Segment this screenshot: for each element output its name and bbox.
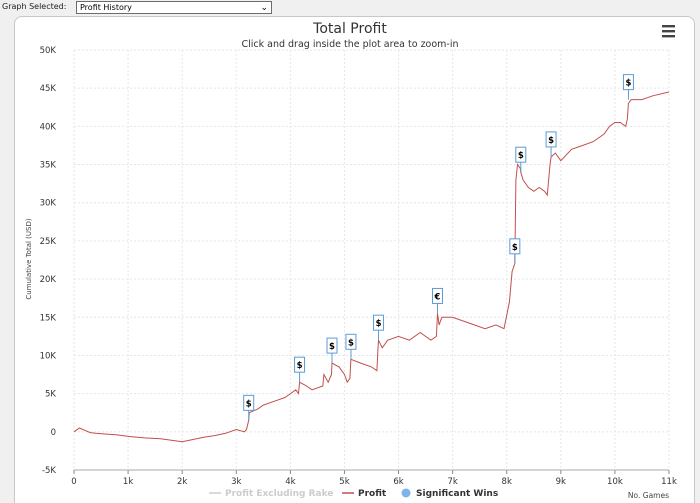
win-flag-label: $ (297, 361, 303, 371)
x-tick-label: 1k (123, 477, 133, 487)
y-tick-label: 40K (40, 122, 57, 132)
chart-panel (14, 16, 695, 503)
y-tick-label: -5K (42, 466, 56, 476)
win-flag-box (345, 333, 357, 350)
win-flag-box (243, 394, 255, 411)
significant-win-marker[interactable]: $ (622, 74, 634, 100)
legend: Profit Excluding Rake Profit Significant… (209, 488, 499, 500)
x-tick-label: 8k (502, 477, 512, 487)
y-tick-label: 25K (40, 237, 57, 247)
menu-icon[interactable] (662, 25, 675, 38)
significant-wins: $ $ $ $ $ € $ $ $ $ (243, 74, 634, 421)
win-flag-label: $ (246, 399, 252, 409)
win-flag-box (294, 356, 306, 373)
x-tick-label: 7k (447, 477, 457, 487)
x-tick-label: 5k (339, 477, 349, 487)
win-flag-label: € (434, 292, 441, 302)
significant-win-marker[interactable]: $ (373, 314, 385, 341)
y-tick-label: 15K (40, 313, 57, 323)
x-tick-label: 10k (607, 477, 623, 487)
significant-win-marker[interactable]: $ (545, 131, 557, 157)
significant-win-marker[interactable]: $ (509, 238, 521, 264)
x-axis-ticks: 0 1k 2k 3k 4k 5k 6k 7k 8k 9k 10k 11k (71, 469, 677, 487)
significant-win-marker[interactable]: $ (515, 146, 527, 173)
chart-subtitle: Click and drag inside the plot area to z… (241, 39, 458, 50)
x-axis-label: No. Games (628, 491, 669, 500)
grid-lines (73, 49, 670, 471)
win-flag-label: $ (548, 136, 554, 146)
y-tick-label: 45K (40, 84, 57, 94)
legend-label-excluding-rake: Profit Excluding Rake (225, 489, 333, 499)
y-axis-label: Cumulative Total (USD) (25, 218, 33, 299)
win-flag-box (622, 74, 634, 91)
x-tick-label: 4k (285, 477, 295, 487)
y-tick-label: 50K (40, 46, 57, 56)
legend-item-profit[interactable]: Profit (342, 489, 387, 499)
legend-label-profit: Profit (358, 489, 387, 499)
chart-title: Total Profit (312, 21, 387, 37)
win-flag-label: $ (329, 342, 335, 352)
win-flag-label: $ (518, 151, 524, 161)
win-flag-label: $ (512, 243, 518, 253)
significant-win-marker[interactable]: $ (294, 356, 306, 383)
graph-selected-label: Graph Selected: (2, 2, 67, 11)
graph-selector-bar: Graph Selected: Profit History ⌄ (0, 0, 700, 16)
significant-win-marker[interactable]: $ (326, 337, 338, 364)
win-flag-box (326, 337, 338, 354)
graph-select[interactable]: Profit History ⌄ (76, 1, 272, 14)
y-tick-label: 5K (45, 390, 56, 400)
y-axis-ticks: -5K 0 5K 10K 15K 20K 25K 30K 35K 40K 45K 50K (40, 46, 57, 476)
legend-item-excluding-rake[interactable]: Profit Excluding Rake (209, 489, 333, 499)
legend-item-significant-wins[interactable]: Significant Wins (401, 488, 499, 500)
x-tick-label: 0 (71, 477, 76, 487)
x-tick-label: 2k (177, 477, 187, 487)
chevron-down-icon: ⌄ (260, 3, 268, 13)
win-flag-box (515, 146, 527, 163)
x-tick-label: 3k (231, 477, 241, 487)
y-tick-label: 10K (40, 351, 57, 361)
graph-select-value: Profit History (80, 3, 132, 12)
win-flag-label: $ (625, 79, 631, 89)
profit-series-line (73, 91, 670, 443)
win-flag-box (545, 131, 557, 148)
x-tick-label: 9k (556, 477, 566, 487)
legend-label-significant-wins: Significant Wins (416, 489, 498, 499)
y-tick-label: 30K (40, 199, 57, 209)
y-tick-label: 20K (40, 275, 57, 285)
y-tick-label: 0 (51, 428, 56, 438)
significant-win-marker[interactable]: € (431, 287, 443, 314)
x-tick-label: 6k (393, 477, 403, 487)
significant-win-marker[interactable]: $ (243, 394, 255, 421)
win-flag-label: $ (376, 319, 382, 329)
win-flag-box (431, 287, 443, 304)
x-tick-label: 11k (661, 477, 677, 487)
win-flag-label: $ (348, 338, 354, 348)
y-tick-label: 35K (40, 161, 57, 171)
significant-win-marker[interactable]: $ (345, 333, 357, 360)
win-flag-box (373, 314, 385, 331)
win-flag-box (509, 238, 521, 255)
